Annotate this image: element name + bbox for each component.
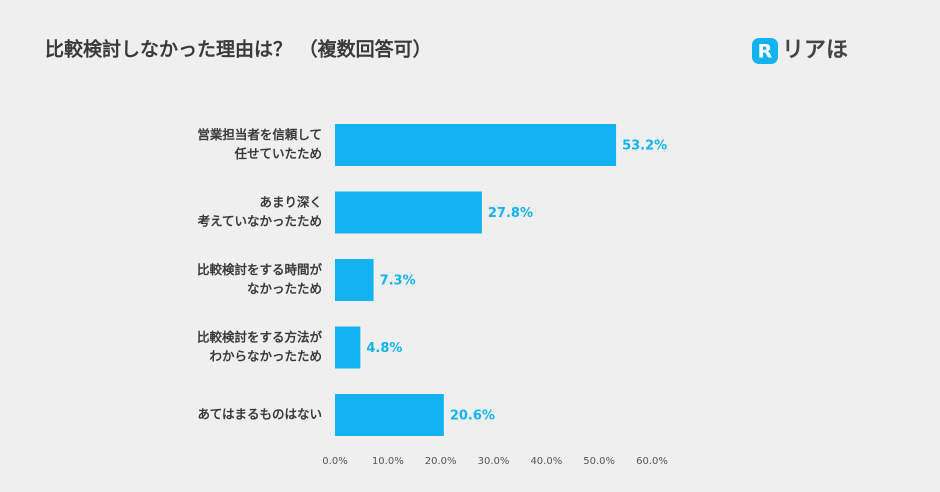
logo-badge — [752, 38, 778, 64]
x-tick-label: 60.0% — [636, 456, 668, 467]
x-tick-label: 0.0% — [322, 456, 347, 467]
value-label: 20.6% — [450, 409, 495, 424]
bar — [335, 259, 374, 301]
x-tick-label: 10.0% — [372, 456, 404, 467]
bar — [335, 394, 444, 436]
chart-title: 比較検討しなかった理由は？ （複数回答可） — [45, 38, 432, 61]
category-label: なかったため — [247, 281, 322, 296]
category-label: あてはまるものはない — [197, 407, 322, 422]
category-label: 考えていなかったため — [198, 214, 322, 229]
x-tick-label: 30.0% — [478, 456, 510, 467]
category-label: 比較検討をする方法が — [197, 330, 323, 345]
category-label: わからなかったため — [209, 349, 322, 364]
x-tick-label: 40.0% — [530, 456, 562, 467]
bar — [335, 191, 482, 234]
x-tick-label: 50.0% — [583, 456, 615, 467]
value-label: 53.2% — [622, 139, 667, 154]
value-label: 27.8% — [488, 206, 533, 221]
category-label: あまり深く — [259, 195, 322, 210]
logo-mark: R — [758, 41, 773, 63]
bar — [335, 326, 361, 369]
value-label: 4.8% — [366, 341, 402, 356]
x-tick-label: 20.0% — [425, 456, 457, 467]
category-label: 営業担当者を信頼して — [197, 127, 322, 142]
category-label: 比較検討をする時間が — [197, 262, 323, 277]
bar — [335, 124, 617, 166]
logo-text: リアほ — [782, 38, 848, 63]
category-label: 任せていたため — [233, 146, 322, 161]
value-label: 7.3% — [380, 274, 416, 289]
